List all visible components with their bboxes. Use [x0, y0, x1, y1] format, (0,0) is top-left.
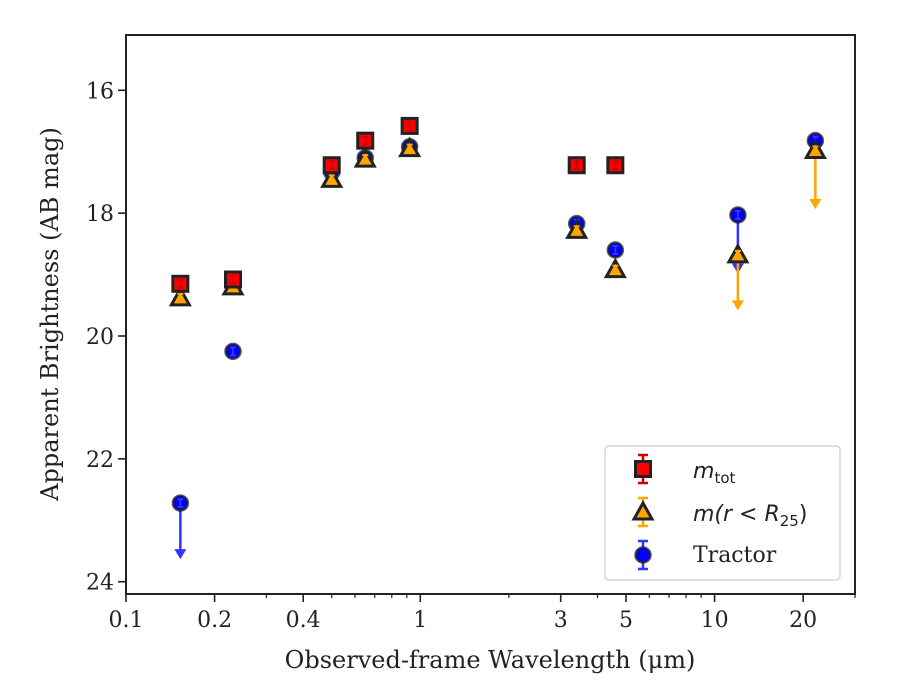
plot-frame	[125, 34, 856, 595]
error-bar	[612, 245, 619, 255]
y-tick-label: 20	[86, 325, 114, 350]
legend-label-mtot: mtot	[693, 459, 735, 487]
error-bar	[362, 135, 369, 146]
x-tick-label: 0.4	[286, 608, 321, 633]
x-tick-label: 1	[413, 608, 427, 633]
error-bar	[177, 498, 184, 509]
legend-marker-circle	[634, 539, 652, 571]
legend-label-mr25-main: m(r < R	[693, 502, 780, 527]
legend-marker-square	[634, 453, 652, 485]
y-tick-label: 18	[86, 202, 114, 227]
x-tick-label: 3	[554, 608, 568, 633]
y-tick-label: 16	[86, 79, 114, 104]
x-tick-label: 0.2	[197, 608, 232, 633]
x-tick-label: 10	[701, 608, 729, 633]
legend-label-mtot-main: m	[693, 459, 714, 484]
error-bar	[612, 160, 619, 171]
error-bar	[612, 264, 619, 275]
error-bar	[573, 160, 580, 171]
arrow-down-icon	[174, 549, 187, 560]
x-axis-title: Observed-frame Wavelength (μm)	[285, 646, 696, 674]
x-tick-label: 0.1	[109, 608, 144, 633]
legend-marker-triangle	[631, 496, 655, 528]
x-tick-label: 20	[789, 608, 817, 633]
y-tick-label: 24	[86, 571, 114, 596]
series-square-points	[171, 116, 625, 293]
x-tick-label: 5	[619, 608, 633, 633]
arrow-down-icon	[809, 199, 822, 209]
error-bar	[812, 145, 819, 156]
legend-symbol-triangle	[631, 499, 655, 521]
y-tick-label: 22	[86, 448, 114, 473]
data-points	[168, 116, 827, 560]
legend-box	[604, 445, 841, 581]
legend-label-mr25-close: )	[799, 502, 808, 527]
legend-label-mr25: m(r < R25)	[693, 502, 807, 530]
error-bar	[230, 274, 237, 285]
error-bar	[406, 143, 413, 154]
error-bar	[328, 160, 335, 171]
error-bar	[230, 346, 237, 357]
error-bar	[573, 225, 580, 236]
error-bar	[328, 174, 335, 185]
error-bar	[177, 292, 184, 303]
error-bar	[734, 209, 741, 220]
legend-entry-mr25: m(r < R25)	[631, 496, 807, 530]
error-bar	[362, 154, 369, 165]
legend-label-mtot-sub: tot	[714, 469, 735, 487]
error-bar	[177, 278, 184, 289]
legend: mtot m(r < R25) Tractor	[604, 445, 841, 581]
legend-symbol-circle	[634, 546, 652, 564]
axis-ticks: 0.1 0.2 0.4 1 3 5 10 20 16 18 20 22 24	[86, 79, 856, 633]
series-triangle-points	[168, 136, 827, 311]
legend-entry-tractor: Tractor	[634, 539, 777, 571]
error-bar	[406, 120, 413, 131]
error-bar	[734, 249, 741, 260]
legend-label-mr25-sub: 25	[780, 512, 799, 530]
y-axis-title: Apparent Brightness (AB mag)	[36, 127, 64, 502]
legend-symbol-square	[634, 460, 652, 478]
legend-label-tractor: Tractor	[693, 543, 777, 568]
legend-entry-mtot: mtot	[634, 453, 735, 487]
arrow-down-icon	[731, 300, 744, 311]
